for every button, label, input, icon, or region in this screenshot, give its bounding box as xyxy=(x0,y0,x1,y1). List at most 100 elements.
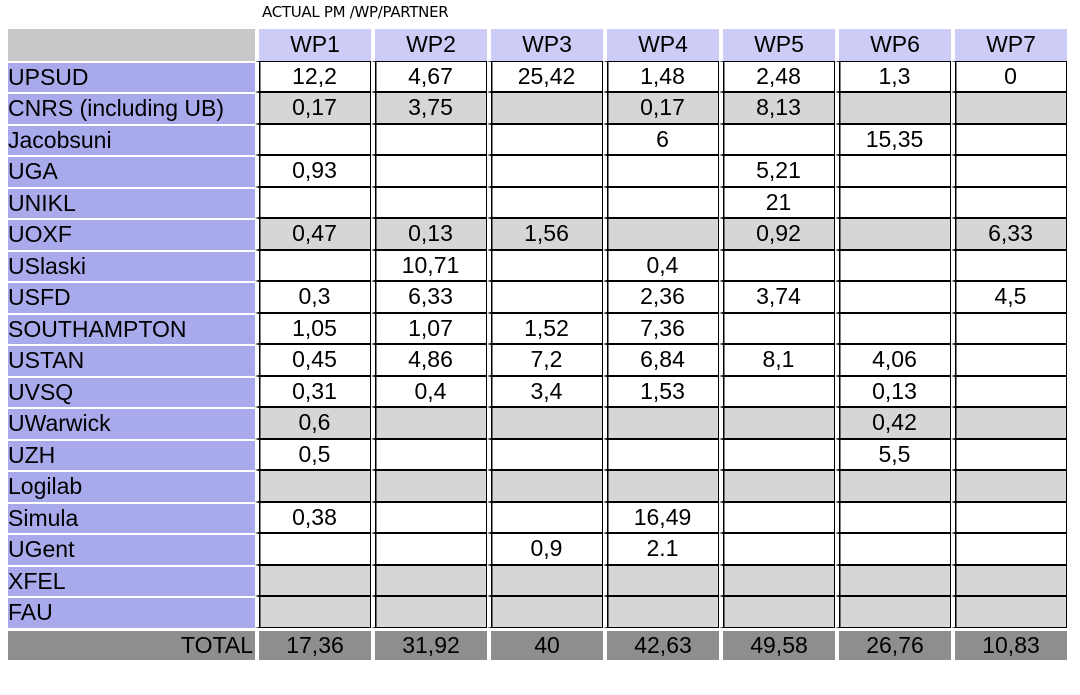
pm-value-cell: 8,13 xyxy=(719,92,835,124)
pm-value-cell: 0,9 xyxy=(487,533,603,565)
pm-value-cell: 21 xyxy=(719,186,835,218)
pm-value-cell xyxy=(951,501,1067,533)
table-row: XFEL xyxy=(8,564,1067,596)
pm-value-cell: 1,56 xyxy=(487,218,603,250)
pm-value-cell: 25,42 xyxy=(487,60,603,92)
pm-value-cell: 0,47 xyxy=(255,218,371,250)
pm-value-cell: 1,52 xyxy=(487,312,603,344)
pm-value-cell xyxy=(371,186,487,218)
table-row: USFD 0,3 6,33 2,36 3,74 4,5 xyxy=(8,281,1067,313)
pm-value-cell: 0,3 xyxy=(255,281,371,313)
pm-value-cell: 0,13 xyxy=(835,375,951,407)
pm-value-cell xyxy=(835,596,951,628)
pm-value-cell xyxy=(603,407,719,439)
pm-value-cell xyxy=(719,470,835,502)
pm-value-cell: 1,3 xyxy=(835,60,951,92)
pm-value-cell xyxy=(951,596,1067,628)
header-row: WP1 WP2 WP3 WP4 WP5 WP6 WP7 xyxy=(8,29,1067,61)
total-value-cell: 10,83 xyxy=(951,627,1067,660)
pm-value-cell xyxy=(371,123,487,155)
partner-name: UNIKL xyxy=(8,186,255,218)
pm-value-cell xyxy=(951,470,1067,502)
pm-value-cell xyxy=(371,470,487,502)
pm-value-cell: 12,2 xyxy=(255,60,371,92)
partner-name: USTAN xyxy=(8,344,255,376)
pm-value-cell xyxy=(951,312,1067,344)
partner-name: CNRS (including UB) xyxy=(8,92,255,124)
pm-value-cell: 5,21 xyxy=(719,155,835,187)
pm-value-cell xyxy=(487,249,603,281)
pm-value-cell: 10,71 xyxy=(371,249,487,281)
pm-value-cell: 15,35 xyxy=(835,123,951,155)
table-row: UOXF 0,47 0,13 1,56 0,92 6,33 xyxy=(8,218,1067,250)
pm-value-cell xyxy=(371,501,487,533)
pm-value-cell: 3,75 xyxy=(371,92,487,124)
column-header-wp6: WP6 xyxy=(835,29,951,61)
pm-value-cell: 0,5 xyxy=(255,438,371,470)
total-value-cell: 40 xyxy=(487,627,603,660)
pm-value-cell: 6,33 xyxy=(951,218,1067,250)
pm-value-cell: 4,06 xyxy=(835,344,951,376)
pm-value-cell xyxy=(719,375,835,407)
pm-value-cell: 6,33 xyxy=(371,281,487,313)
pm-value-cell xyxy=(371,407,487,439)
table-row: FAU xyxy=(8,596,1067,628)
table-row: UPSUD 12,2 4,67 25,42 1,48 2,48 1,3 0 xyxy=(8,60,1067,92)
column-header-wp4: WP4 xyxy=(603,29,719,61)
pm-value-cell: 1,53 xyxy=(603,375,719,407)
pm-value-cell xyxy=(951,123,1067,155)
column-header-wp7: WP7 xyxy=(951,29,1067,61)
pm-value-cell: 0,42 xyxy=(835,407,951,439)
pm-value-cell: 0,13 xyxy=(371,218,487,250)
pm-value-cell xyxy=(487,501,603,533)
table-row: UZH 0,5 5,5 xyxy=(8,438,1067,470)
pm-value-cell xyxy=(835,312,951,344)
pm-value-cell: 1,48 xyxy=(603,60,719,92)
pm-value-cell xyxy=(719,564,835,596)
pm-value-cell: 7,36 xyxy=(603,312,719,344)
table-row: Simula 0,38 16,49 xyxy=(8,501,1067,533)
pm-value-cell: 5,5 xyxy=(835,438,951,470)
total-value-cell: 26,76 xyxy=(835,627,951,660)
pm-value-cell: 0,4 xyxy=(371,375,487,407)
pm-value-cell xyxy=(835,92,951,124)
partner-name: USFD xyxy=(8,281,255,313)
pm-value-cell: 4,86 xyxy=(371,344,487,376)
pm-value-cell: 0,17 xyxy=(255,92,371,124)
pm-value-cell xyxy=(487,92,603,124)
partner-name: USlaski xyxy=(8,249,255,281)
partner-name: UGent xyxy=(8,533,255,565)
pm-value-cell: 4,67 xyxy=(371,60,487,92)
table-row: UGA 0,93 5,21 xyxy=(8,155,1067,187)
pm-value-cell: 0,92 xyxy=(719,218,835,250)
pm-value-cell xyxy=(951,375,1067,407)
pm-value-cell xyxy=(603,438,719,470)
pm-value-cell xyxy=(719,407,835,439)
total-value-cell: 49,58 xyxy=(719,627,835,660)
pm-value-cell: 2,36 xyxy=(603,281,719,313)
pm-value-cell xyxy=(487,123,603,155)
pm-value-cell xyxy=(487,407,603,439)
pm-value-cell: 0,31 xyxy=(255,375,371,407)
pm-value-cell xyxy=(951,344,1067,376)
table-row: SOUTHAMPTON 1,05 1,07 1,52 7,36 xyxy=(8,312,1067,344)
pm-value-cell xyxy=(719,123,835,155)
table-row: UWarwick 0,6 0,42 xyxy=(8,407,1067,439)
pm-value-cell xyxy=(951,92,1067,124)
pm-value-cell xyxy=(951,249,1067,281)
table-row: USTAN 0,45 4,86 7,2 6,84 8,1 4,06 xyxy=(8,344,1067,376)
total-value-cell: 17,36 xyxy=(255,627,371,660)
pm-value-cell: 0,4 xyxy=(603,249,719,281)
pm-value-cell xyxy=(487,564,603,596)
partner-name: XFEL xyxy=(8,564,255,596)
pm-value-cell xyxy=(371,564,487,596)
pm-value-cell: 1,07 xyxy=(371,312,487,344)
pm-value-cell: 0,93 xyxy=(255,155,371,187)
pm-value-cell xyxy=(719,438,835,470)
pm-value-cell xyxy=(255,470,371,502)
partner-name: Jacobsuni xyxy=(8,123,255,155)
pm-value-cell: 2.1 xyxy=(603,533,719,565)
pm-value-cell xyxy=(371,596,487,628)
total-label: TOTAL xyxy=(8,627,255,660)
pm-value-cell xyxy=(835,564,951,596)
